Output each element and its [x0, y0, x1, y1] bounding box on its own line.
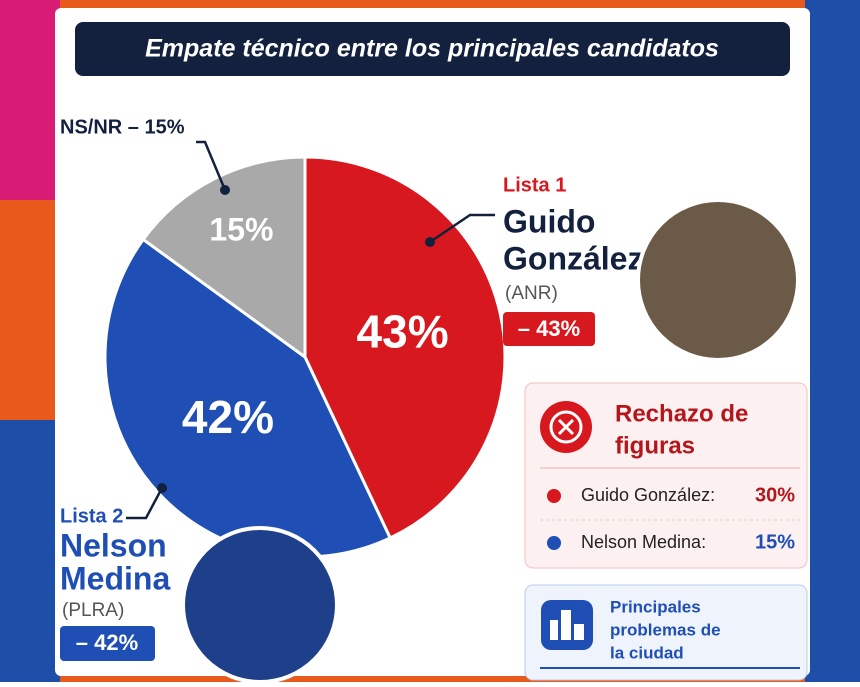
pie: 43% 42% 15% — [103, 155, 507, 559]
rejection-panel — [524, 382, 808, 569]
row-dot — [547, 489, 561, 503]
callout-badge — [503, 312, 595, 346]
reject-icon-x — [557, 418, 575, 436]
leader-line — [429, 213, 495, 244]
row-value: 15% — [755, 531, 795, 553]
leader-dot — [157, 483, 167, 493]
problems-panel — [524, 584, 808, 681]
chart-title: Empate técnico entre los principales can… — [145, 35, 719, 63]
pie-slice — [141, 155, 307, 360]
row-label: Guido González: — [581, 485, 715, 505]
city-icon-buildings — [550, 610, 584, 640]
title-bar — [75, 22, 790, 76]
callout-badge — [60, 626, 155, 661]
callout-name: Medina — [60, 560, 170, 596]
reject-icon-ring — [549, 410, 583, 444]
slice-label: 43% — [357, 305, 449, 357]
callout-name: Guido — [503, 203, 595, 239]
slice-label: 42% — [182, 391, 274, 443]
decor-blue — [0, 420, 60, 682]
decor-blue-right — [805, 0, 860, 682]
callout-label: NS/NR – 15% — [60, 116, 185, 138]
decor-magenta — [0, 0, 60, 200]
candidate-photo — [181, 526, 339, 684]
callout-list: Lista 2 — [60, 505, 123, 527]
leader-dot — [220, 185, 230, 195]
leader-dot — [425, 237, 435, 247]
callout-name: Nelson — [60, 527, 167, 563]
callout-badge-text: – 43% — [518, 316, 580, 341]
candidate-photo — [636, 198, 800, 362]
callout-party: (ANR) — [505, 283, 558, 304]
row-dot — [547, 536, 561, 550]
row-label: Nelson Medina: — [581, 532, 706, 552]
panel-title: Principales — [610, 597, 701, 616]
callout-name: González — [503, 240, 643, 276]
panel-title: Rechazo de — [615, 400, 748, 427]
pie-slice — [303, 155, 507, 540]
leader-line — [196, 140, 227, 191]
slice-label: 15% — [209, 212, 273, 248]
panel-title: la ciudad — [610, 643, 684, 662]
callout-list: Lista 1 — [503, 174, 566, 196]
panel-title: problemas de — [610, 620, 721, 639]
callout-party: (PLRA) — [62, 600, 124, 621]
leader-line — [126, 487, 164, 520]
callout-badge-text: – 42% — [76, 630, 138, 655]
row-value: 30% — [755, 484, 795, 506]
panel-title: figuras — [615, 432, 695, 459]
